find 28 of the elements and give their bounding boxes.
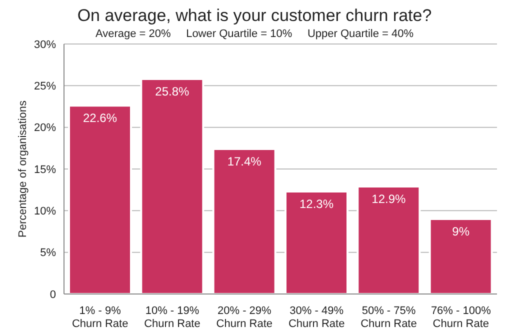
x-tick-label: 20% - 29% Churn Rate	[216, 305, 273, 330]
y-tick-label: 0	[50, 288, 56, 301]
bar	[284, 190, 348, 294]
data-label: 9%	[452, 224, 470, 239]
y-axis-title: Percentage of organisations	[16, 100, 29, 238]
y-tick-label: 25%	[34, 80, 56, 93]
bar	[428, 218, 493, 294]
data-label: 17.4%	[227, 154, 262, 169]
data-label: 25.8%	[155, 84, 190, 99]
y-tick-label: 30%	[34, 38, 56, 51]
x-tick-label: 76% - 100% Churn Rate	[430, 305, 492, 330]
bar	[212, 148, 276, 294]
bar	[356, 186, 421, 294]
x-tick-label: 50% - 75% Churn Rate	[360, 305, 417, 330]
bar	[140, 78, 204, 294]
chart-title: On average, what is your customer churn rate?	[76, 6, 433, 26]
x-tick-label: 10% - 19% Churn Rate	[144, 305, 200, 330]
data-label: 12.9%	[372, 192, 406, 206]
y-tick-label: 10%	[34, 206, 56, 218]
y-tick-label: 5%	[40, 247, 56, 260]
data-label: 22.6%	[82, 111, 118, 126]
x-tick-label: 30% - 49% Churn Rate	[288, 305, 345, 330]
bar	[68, 104, 132, 294]
y-tick-label: 20%	[34, 122, 56, 134]
y-tick-label: 15%	[34, 164, 56, 176]
chart-subtitle: Average = 20% Lower Quartile = 10% Upper Quartile = 40%	[94, 28, 415, 40]
data-label: 12.3%	[299, 197, 334, 212]
x-tick-label: 1% - 9% Churn Rate	[72, 305, 128, 330]
